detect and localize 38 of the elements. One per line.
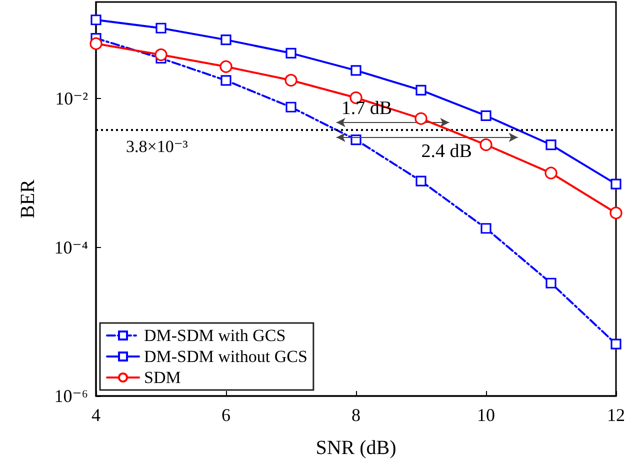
point <box>610 206 622 220</box>
point <box>546 278 556 288</box>
point <box>90 14 102 26</box>
point <box>156 22 166 34</box>
x-tick-label: 12 <box>607 405 625 425</box>
annotation: 2.4 dB <box>421 140 472 162</box>
legend-label: DM-SDM with GCS <box>144 326 286 345</box>
point <box>350 65 362 76</box>
point <box>220 60 232 73</box>
x-tick-label: 4 <box>92 405 100 425</box>
point <box>416 176 426 186</box>
y-axis-title: BER <box>17 178 39 218</box>
point <box>286 102 296 112</box>
point <box>286 48 296 58</box>
point <box>154 48 168 62</box>
point <box>220 34 232 46</box>
point <box>544 166 558 180</box>
point <box>546 139 556 150</box>
ref-line-label: 3.8×10⁻³ <box>126 136 188 156</box>
point <box>284 74 298 87</box>
point <box>416 84 426 96</box>
point <box>610 178 622 190</box>
point <box>414 112 428 125</box>
y-tick-label: 10⁻² <box>55 88 88 109</box>
legend-label: SDM <box>144 368 181 387</box>
point <box>610 338 622 350</box>
x-tick-label: 8 <box>352 405 360 425</box>
x-tick-label: 10 <box>477 405 495 425</box>
x-tick-label: 6 <box>222 405 230 425</box>
legend-label: DM-SDM without GCS <box>144 347 308 366</box>
y-tick-label: 10⁻⁴ <box>54 237 88 258</box>
point <box>90 37 102 50</box>
point <box>480 110 492 122</box>
point <box>480 223 492 234</box>
y-tick-label: 10⁻⁶ <box>54 386 88 406</box>
point <box>480 138 492 152</box>
x-axis-title: SNR (dB) <box>316 437 396 459</box>
point <box>220 75 232 86</box>
